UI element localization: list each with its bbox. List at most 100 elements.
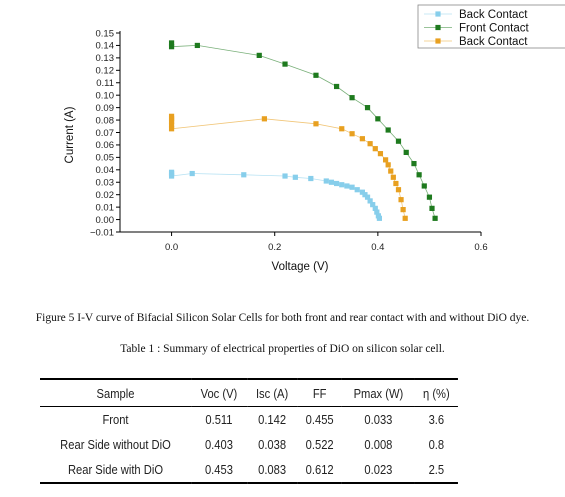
data-point [308, 175, 314, 182]
data-point [374, 209, 380, 215]
data-point [168, 118, 175, 124]
cell-efficiency: 2.5 [414, 457, 458, 484]
y-tick-label: 0.13 [96, 53, 115, 64]
data-point [313, 121, 319, 127]
cell-voc: 0.403 [204, 437, 233, 452]
table-caption: Table 1 : Summary of electrical properti… [120, 343, 445, 355]
cell-efficiency: 3.6 [428, 412, 445, 427]
series-line [171, 43, 436, 219]
data-point [344, 183, 350, 189]
table-header-row: Sample Voc (V) Isc (A) FF Pmax (W) η (%) [40, 378, 458, 407]
data-point [282, 61, 288, 67]
x-tick-label: 0.4 [371, 242, 384, 253]
data-point [398, 197, 404, 203]
data-point [323, 178, 329, 184]
table-row: Rear Side with DiO 0.453 0.083 0.612 0.0… [40, 457, 458, 484]
x-tick-label: 0.0 [165, 242, 178, 253]
y-tick-label: 0.09 [96, 103, 115, 114]
data-point [382, 157, 389, 163]
cell-ff: 0.612 [297, 457, 343, 484]
legend-label: Front Contact [459, 23, 529, 35]
data-point [339, 182, 345, 188]
legend-marker [435, 11, 441, 17]
cell-sample: Rear Side with DiO [40, 457, 191, 484]
series-line [171, 172, 380, 219]
y-tick-label: 0.03 [96, 178, 115, 189]
data-point [364, 194, 371, 200]
y-tick-label: 0.15 [96, 28, 115, 39]
data-point [364, 105, 371, 111]
cell-efficiency: 0.8 [428, 437, 445, 452]
x-axis-title: Voltage (V) [272, 261, 329, 273]
data-point [372, 146, 378, 152]
y-tick-label: 0.10 [96, 90, 115, 101]
data-point [375, 116, 381, 122]
y-tick-label: 0.12 [96, 66, 115, 77]
properties-table: Sample Voc (V) Isc (A) FF Pmax (W) η (%)… [40, 378, 458, 484]
data-point [354, 187, 360, 193]
y-tick-label: 0.04 [96, 165, 115, 176]
data-point [334, 83, 340, 90]
x-tick-label: 0.6 [474, 242, 487, 253]
data-point [367, 198, 373, 204]
data-point [385, 127, 391, 133]
data-point [432, 215, 438, 221]
data-point [168, 122, 175, 128]
header-efficiency: η (%) [414, 378, 458, 407]
legend-label: Back Contact [459, 36, 528, 48]
data-point [328, 179, 335, 185]
legend-marker [435, 24, 441, 31]
data-point [334, 180, 340, 187]
y-tick-label: 0.14 [96, 41, 115, 52]
cell-pmax: 0.023 [342, 457, 415, 484]
y-tick-label: 0.08 [96, 115, 115, 126]
header-isc: Isc (A) [246, 378, 298, 407]
header-pmax: Pmax (W) [342, 378, 415, 407]
data-point [416, 172, 422, 178]
data-point [390, 174, 396, 180]
y-tick-label: 0.01 [96, 202, 115, 213]
legend-marker [435, 38, 441, 44]
data-point [370, 202, 376, 208]
header-voc: Voc (V) [190, 378, 247, 407]
data-point [400, 207, 406, 213]
x-tick-label: 0.2 [268, 242, 281, 253]
data-point [349, 184, 355, 190]
data-point [168, 126, 175, 132]
y-tick-label: 0.02 [96, 190, 115, 201]
data-point [367, 141, 373, 147]
header-sample: Sample [40, 378, 191, 407]
data-point [349, 95, 355, 101]
series-1-group [168, 40, 438, 221]
cell-pmax: 0.033 [364, 412, 393, 427]
data-point [189, 170, 195, 177]
data-point [241, 172, 247, 178]
data-point [395, 138, 402, 144]
data-point [402, 215, 408, 221]
y-axis-title: Current (A) [64, 106, 76, 163]
data-point [426, 194, 433, 200]
y-tick-label: 0.05 [96, 153, 115, 164]
data-point [168, 173, 175, 179]
cell-ff: 0.455 [305, 412, 334, 427]
cell-sample: Front [102, 412, 129, 427]
data-point [261, 116, 267, 122]
cell-isc: 0.083 [246, 457, 298, 484]
cell-voc: 0.511 [205, 412, 233, 427]
data-point [256, 52, 262, 58]
cell-ff: 0.522 [305, 437, 334, 452]
y-tick-label: 0.06 [96, 140, 115, 151]
cell-voc: 0.453 [190, 457, 247, 484]
figure-caption: Figure 5 I-V curve of Bifacial Silicon S… [35, 312, 530, 324]
data-point [395, 187, 402, 193]
data-point [393, 180, 399, 187]
data-point [339, 126, 345, 132]
data-point [403, 149, 409, 155]
header-ff: FF [297, 378, 343, 407]
cell-sample: Rear Side without DiO [60, 437, 171, 452]
data-point [388, 168, 394, 174]
table-row: Rear Side without DiO 0.403 0.038 0.522 … [40, 432, 458, 457]
y-tick-label: 0.00 [96, 215, 115, 226]
data-point [377, 151, 384, 157]
